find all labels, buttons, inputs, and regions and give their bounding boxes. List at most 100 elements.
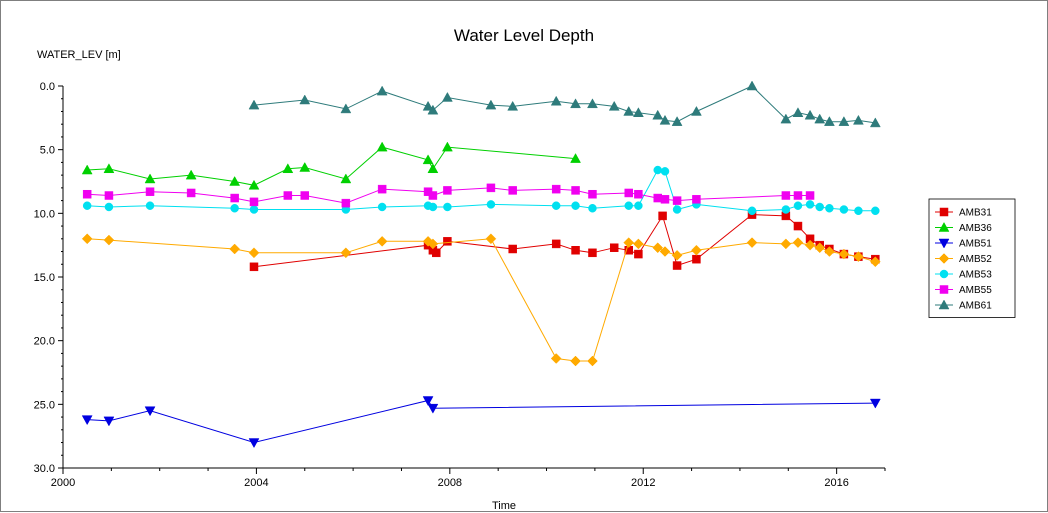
series-amb52 xyxy=(81,233,881,367)
data-point-amb52 xyxy=(659,246,671,257)
data-point-amb31 xyxy=(249,262,259,272)
data-point-amb55 xyxy=(692,195,701,204)
data-point-amb61 xyxy=(780,113,792,124)
data-point-amb36 xyxy=(570,153,581,163)
data-point-amb53 xyxy=(634,201,643,210)
data-point-amb31 xyxy=(692,254,701,264)
data-point-amb53 xyxy=(428,202,438,212)
data-point-amb55 xyxy=(551,184,561,194)
legend-label-amb31: AMB31 xyxy=(959,208,992,219)
data-point-amb61 xyxy=(422,100,434,111)
data-point-amb55 xyxy=(145,187,155,196)
data-point-amb52 xyxy=(814,242,826,254)
x-tick-label: 2004 xyxy=(244,477,268,489)
data-point-amb36 xyxy=(441,141,453,152)
y-tick-label: 0.0 xyxy=(40,81,55,93)
data-point-amb55 xyxy=(588,189,597,199)
data-point-amb61 xyxy=(608,100,620,111)
data-point-amb36 xyxy=(81,164,93,175)
data-point-amb53 xyxy=(571,201,580,210)
data-point-amb51 xyxy=(81,415,93,426)
data-point-amb61 xyxy=(814,113,826,124)
data-point-amb36 xyxy=(144,173,156,184)
data-point-amb55 xyxy=(793,191,803,200)
data-point-amb53 xyxy=(443,202,452,212)
data-point-amb61 xyxy=(690,105,702,116)
x-tick-label: 2008 xyxy=(438,477,462,489)
legend-marker-amb51 xyxy=(938,238,950,249)
data-point-amb31 xyxy=(443,237,452,246)
data-point-amb52 xyxy=(229,243,241,255)
data-point-amb61 xyxy=(570,98,581,109)
data-point-amb53 xyxy=(839,205,849,214)
series-line-amb53 xyxy=(87,169,876,212)
data-point-amb61 xyxy=(376,85,388,96)
data-point-amb31 xyxy=(793,221,803,231)
legend-marker-amb61 xyxy=(938,299,950,310)
data-point-amb61 xyxy=(427,104,439,115)
legend-marker-amb31 xyxy=(939,207,949,217)
series-line-amb36 xyxy=(87,146,576,186)
data-point-amb61 xyxy=(623,105,635,116)
axes: 0.0 5.0 10.0 15.0 20.0 25.0 30.0 2000 2004 2008 20… xyxy=(34,81,886,489)
data-point-amb55 xyxy=(508,186,517,195)
data-point-amb52 xyxy=(103,234,115,246)
data-point-amb53 xyxy=(377,202,387,212)
data-point-amb55 xyxy=(300,191,310,200)
data-point-amb55 xyxy=(634,189,643,199)
data-point-amb61 xyxy=(441,91,453,102)
legend-marker-amb53 xyxy=(939,269,949,279)
data-point-amb52 xyxy=(248,247,260,259)
data-point-amb53 xyxy=(230,203,239,213)
data-point-amb52 xyxy=(81,233,93,245)
data-point-amb61 xyxy=(792,107,804,117)
data-point-amb55 xyxy=(571,186,580,195)
y-tick-label: 30.0 xyxy=(34,463,55,475)
data-point-amb51 xyxy=(103,416,115,427)
data-point-amb53 xyxy=(624,201,633,210)
data-point-amb53 xyxy=(781,205,791,214)
y-tick-label: 15.0 xyxy=(34,272,55,284)
series-amb51 xyxy=(81,396,881,449)
legend-marker-amb55 xyxy=(939,285,949,294)
data-point-amb61 xyxy=(804,109,816,120)
data-point-amb51 xyxy=(248,438,260,449)
data-point-amb52 xyxy=(838,248,850,260)
data-point-amb36 xyxy=(103,163,115,174)
data-point-amb52 xyxy=(376,235,388,247)
data-point-amb52 xyxy=(824,246,835,257)
y-tick-label: 20.0 xyxy=(34,336,55,348)
data-point-amb53 xyxy=(249,205,259,214)
data-point-amb53 xyxy=(871,206,880,216)
data-point-amb53 xyxy=(825,203,834,213)
data-point-amb36 xyxy=(340,173,352,184)
data-point-amb61 xyxy=(299,94,311,105)
chart-title: Water Level Depth xyxy=(454,26,594,45)
y-tick-label: 5.0 xyxy=(40,145,55,157)
data-point-amb52 xyxy=(671,249,683,261)
x-tick-label: 2016 xyxy=(824,477,848,489)
data-point-amb61 xyxy=(838,116,850,126)
data-point-amb53 xyxy=(815,202,824,212)
data-point-amb53 xyxy=(793,201,803,210)
series-line-amb52 xyxy=(87,238,876,362)
legend-label-amb55: AMB55 xyxy=(959,285,992,296)
data-point-amb36 xyxy=(282,163,294,174)
data-point-amb53 xyxy=(653,165,662,175)
plot-area xyxy=(81,80,881,449)
data-point-amb36 xyxy=(422,154,434,165)
series-amb55 xyxy=(82,183,815,208)
y-tick-label: 10.0 xyxy=(34,208,55,220)
data-point-amb55 xyxy=(443,186,452,195)
data-point-amb31 xyxy=(658,211,667,221)
data-point-amb52 xyxy=(623,237,635,248)
data-point-amb61 xyxy=(869,117,881,128)
data-point-amb55 xyxy=(660,195,670,204)
legend-marker-amb52 xyxy=(938,253,950,264)
data-point-amb52 xyxy=(570,355,581,367)
series-line-amb61 xyxy=(253,85,876,124)
data-point-amb53 xyxy=(660,167,670,176)
data-point-amb52 xyxy=(746,237,758,248)
